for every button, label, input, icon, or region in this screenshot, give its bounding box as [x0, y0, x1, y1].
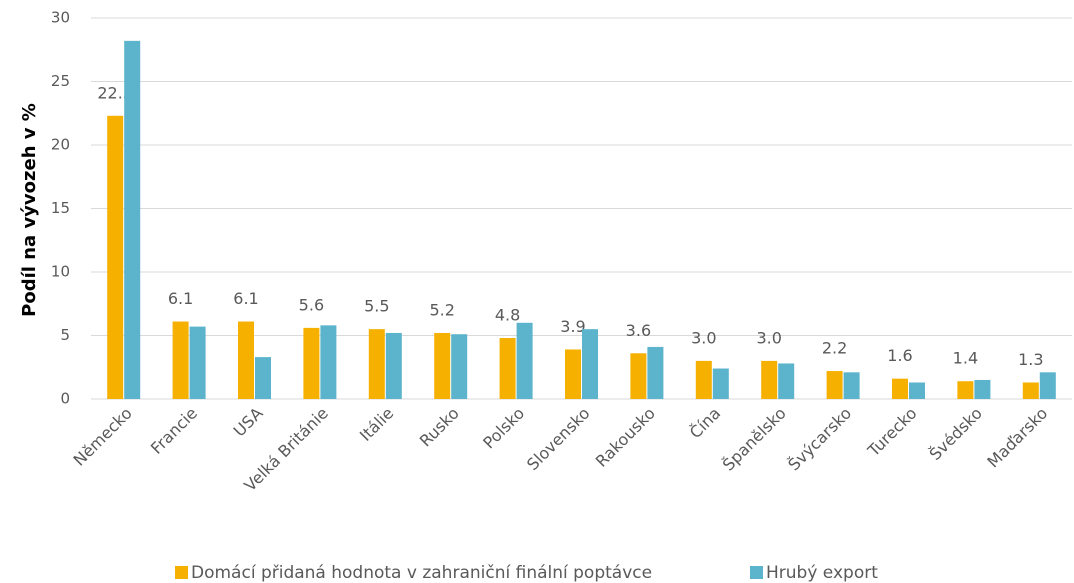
data-label: 3.0 [756, 328, 781, 347]
bar [843, 372, 860, 399]
y-tick-label: 0 [60, 390, 70, 408]
data-label: 1.4 [953, 349, 978, 368]
y-tick-label: 15 [51, 199, 70, 217]
y-axis-title: Podíl na vývozeh v % [19, 103, 40, 317]
x-tick-label: Maďarsko [983, 404, 1051, 472]
bar [434, 332, 451, 399]
data-label: 6.1 [233, 289, 258, 308]
bar [516, 322, 533, 399]
data-label: 3.9 [560, 317, 585, 336]
bar [909, 382, 925, 399]
data-label: 5.5 [364, 297, 389, 316]
bar [892, 378, 908, 399]
x-tick-label: Polsko [479, 404, 528, 453]
bar [255, 357, 271, 399]
bar [957, 381, 974, 399]
bar [499, 338, 516, 399]
bar [647, 346, 664, 399]
data-label: 4.8 [495, 306, 520, 325]
bar [761, 360, 778, 399]
x-tick-label: Švýcarsko [784, 404, 855, 475]
bar [974, 379, 991, 399]
x-tick-label: USA [230, 404, 267, 441]
bar [124, 40, 141, 400]
x-tick-label: Slovensko [523, 404, 593, 474]
data-label: 2.2 [822, 339, 847, 358]
bar [778, 363, 795, 399]
bar [189, 326, 206, 399]
bar [1022, 382, 1039, 399]
y-tick-label: 5 [60, 326, 70, 344]
data-label: 6.1 [168, 289, 193, 308]
y-tick-label: 10 [51, 263, 70, 281]
bar [630, 353, 647, 399]
bar [582, 329, 598, 399]
x-tick-label: Rusko [416, 404, 463, 451]
y-tick-label: 30 [51, 9, 70, 27]
x-tick-label: Německo [70, 404, 136, 470]
bar [385, 332, 402, 399]
bar [712, 368, 729, 399]
x-tick-label: Španělsko [719, 404, 790, 475]
bar [303, 327, 320, 399]
x-tick-label: Rakousko [592, 404, 659, 471]
bar [238, 321, 254, 399]
data-label: 5.2 [429, 300, 454, 319]
x-tick-label: Švédsko [925, 404, 985, 464]
bar [1039, 372, 1056, 399]
legend-label: Hrubý export [766, 563, 878, 583]
data-label: 1.3 [1018, 350, 1043, 369]
data-label: 5.6 [299, 295, 324, 314]
x-tick-label: Turecko [863, 404, 920, 461]
data-label: 3.0 [691, 328, 716, 347]
bar [172, 321, 189, 399]
bar [451, 334, 468, 399]
bar [107, 115, 124, 399]
bar [368, 329, 385, 399]
y-tick-label: 25 [51, 72, 70, 90]
legend-swatch [175, 566, 188, 579]
legend-label: Domácí přidaná hodnota v zahraniční finá… [191, 563, 652, 583]
x-tick-label: Itálie [356, 404, 397, 445]
bar [565, 349, 581, 399]
bar [826, 371, 843, 399]
data-label: 3.6 [626, 321, 651, 340]
bar [320, 325, 337, 399]
data-label: 22.3 [97, 83, 133, 102]
data-label: 1.6 [887, 346, 912, 365]
bar [695, 360, 712, 399]
x-tick-label: Francie [147, 404, 201, 458]
x-tick-label: Čína [686, 404, 725, 443]
legend-swatch [750, 566, 763, 579]
y-tick-label: 20 [51, 136, 70, 154]
